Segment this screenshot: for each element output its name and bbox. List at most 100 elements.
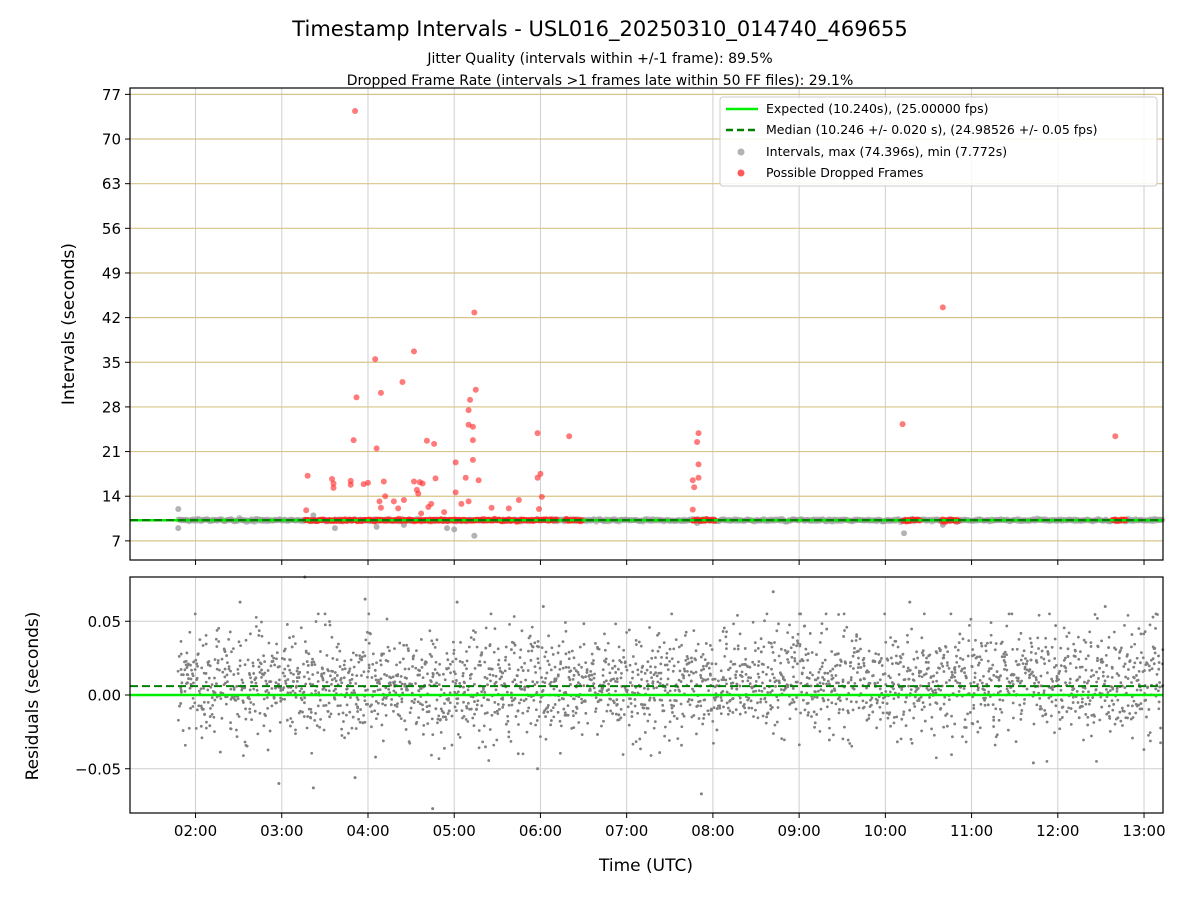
residual-point xyxy=(884,640,888,644)
residual-point xyxy=(235,735,239,738)
residual-point xyxy=(612,699,615,703)
residual-point xyxy=(535,680,539,684)
residual-point xyxy=(438,662,442,666)
residual-point xyxy=(773,641,776,644)
residual-point xyxy=(971,648,975,651)
residual-point xyxy=(764,700,768,704)
residual-point xyxy=(299,626,303,630)
residual-point xyxy=(201,644,205,647)
residual-point xyxy=(328,715,331,719)
residual-point xyxy=(1018,703,1022,707)
residual-point xyxy=(242,754,245,758)
residual-point xyxy=(727,668,730,672)
residual-point xyxy=(401,691,405,695)
residual-point xyxy=(1144,698,1148,702)
residual-point xyxy=(216,661,220,665)
residual-point xyxy=(659,671,663,675)
residual-point xyxy=(1019,631,1023,635)
residual-point xyxy=(389,683,393,687)
residual-point xyxy=(966,654,970,658)
residual-point xyxy=(743,706,747,710)
residual-point xyxy=(308,682,312,686)
x-tick-label: 05:00 xyxy=(433,822,476,840)
residual-point xyxy=(679,702,683,706)
residual-point xyxy=(224,702,228,706)
residual-point xyxy=(1034,678,1038,682)
residual-point xyxy=(213,730,216,733)
residual-point xyxy=(941,664,945,668)
residual-point xyxy=(991,703,995,707)
residual-point xyxy=(273,663,277,667)
residual-point xyxy=(526,709,529,713)
residual-point xyxy=(466,688,470,692)
residual-point xyxy=(1124,675,1128,679)
residual-point xyxy=(592,659,595,662)
residual-point xyxy=(260,620,263,624)
residual-point xyxy=(1108,717,1112,720)
residual-point xyxy=(366,688,369,692)
residual-point xyxy=(321,676,325,680)
residual-point xyxy=(1004,664,1008,667)
residual-point xyxy=(569,683,572,686)
residual-outlier-point xyxy=(363,597,367,601)
residual-point xyxy=(443,702,446,705)
residual-point xyxy=(270,704,274,708)
residual-point xyxy=(189,677,193,681)
residual-point xyxy=(636,668,640,672)
residual-point xyxy=(448,691,452,695)
residual-point xyxy=(791,698,795,701)
residual-point xyxy=(288,668,292,672)
residual-point xyxy=(859,678,862,682)
residual-point xyxy=(1077,635,1080,639)
residual-point xyxy=(453,690,457,694)
residual-point xyxy=(809,684,813,688)
residual-point xyxy=(924,672,928,676)
residual-point xyxy=(796,641,800,645)
residual-point xyxy=(695,732,698,736)
residual-point xyxy=(1101,674,1105,678)
residual-point xyxy=(1050,645,1054,649)
residual-point xyxy=(980,658,983,662)
residual-point xyxy=(1089,641,1093,644)
residual-point xyxy=(518,701,521,705)
residual-point xyxy=(480,704,484,708)
residual-point xyxy=(305,660,309,663)
residual-point xyxy=(471,716,475,720)
residual-point xyxy=(1075,690,1079,693)
residual-point xyxy=(1069,722,1073,726)
residual-point xyxy=(496,663,500,666)
residual-point xyxy=(966,712,970,716)
residual-point xyxy=(370,676,374,679)
residual-point xyxy=(652,696,656,700)
residual-point xyxy=(318,698,322,702)
residual-point xyxy=(811,673,814,677)
residual-point xyxy=(659,677,663,681)
residual-point xyxy=(489,679,492,683)
residual-point xyxy=(213,698,217,702)
residual-point xyxy=(239,644,243,648)
residual-point xyxy=(1003,655,1006,659)
residual-point xyxy=(930,715,934,719)
residual-point xyxy=(442,711,446,715)
residual-point xyxy=(521,669,525,672)
residual-point xyxy=(202,700,206,704)
residual-point xyxy=(1137,669,1141,673)
residual-point xyxy=(747,696,751,700)
dropped-frame-point xyxy=(382,493,389,500)
residual-point xyxy=(825,627,829,631)
residual-point xyxy=(1028,668,1032,671)
residual-point xyxy=(1133,661,1137,665)
residual-point xyxy=(1037,613,1041,617)
residual-point xyxy=(516,709,520,713)
residual-point xyxy=(793,650,797,654)
residual-point xyxy=(337,712,341,716)
residual-point xyxy=(215,682,218,685)
residual-point xyxy=(1049,714,1053,718)
residual-point xyxy=(286,678,290,681)
residual-point xyxy=(849,678,853,682)
residual-point xyxy=(236,712,239,716)
residual-point xyxy=(314,712,317,715)
residual-point xyxy=(805,682,809,686)
residual-point xyxy=(272,696,276,700)
residual-point xyxy=(684,630,688,634)
